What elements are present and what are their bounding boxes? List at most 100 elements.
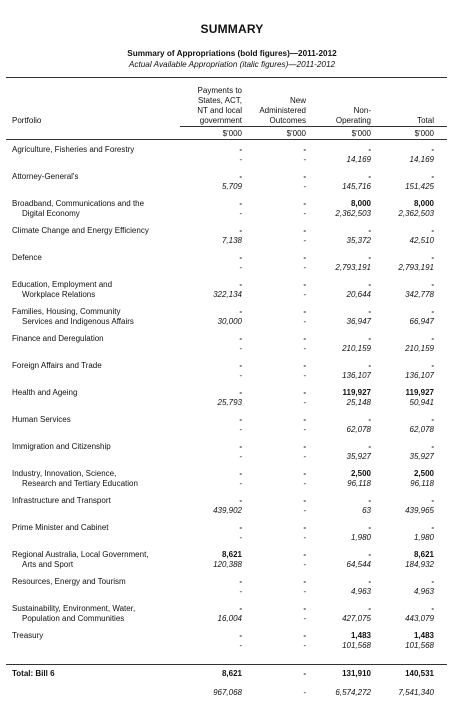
value-cell: -- <box>248 226 306 246</box>
table-row: Climate Change and Energy Efficiency -7,1… <box>0 226 464 253</box>
value-cell: 119,927 50,941 <box>378 388 434 408</box>
value-cell: -36,947 <box>305 307 371 327</box>
bold-value: 8,000 <box>350 199 371 208</box>
bold-value: - <box>303 496 306 505</box>
italic-value: - <box>303 263 306 272</box>
bold-value: - <box>431 361 434 370</box>
italic-value: 14,169 <box>409 155 434 164</box>
italic-value: 63 <box>362 506 371 515</box>
portfolio-name: Treasury <box>12 631 44 640</box>
value-cell: 8,000 2,362,503 <box>305 199 371 219</box>
bold-value: 2,500 <box>413 469 434 478</box>
bold-value: - <box>431 334 434 343</box>
value-cell: -- <box>248 253 306 273</box>
header-new-administered-line: Outcomes <box>269 116 306 125</box>
value-cell: -14,169 <box>378 145 434 165</box>
value-cell: -- <box>180 469 242 489</box>
value-cell: -1,980 <box>305 523 371 543</box>
italic-value: - <box>239 587 242 596</box>
bold-value: - <box>368 442 371 451</box>
italic-value: - <box>303 425 306 434</box>
value-cell: -322,134 <box>180 280 242 300</box>
total-c4: 140,531 <box>378 669 434 679</box>
italic-value: - <box>303 344 306 353</box>
bold-value: - <box>368 334 371 343</box>
table-row: Finance and Deregulation - - - - -210,159-210… <box>0 334 464 361</box>
bold-value: - <box>368 226 371 235</box>
bold-value: - <box>239 523 242 532</box>
italic-value: - <box>239 479 242 488</box>
bold-value: - <box>368 604 371 613</box>
bold-value: - <box>239 226 242 235</box>
value-cell: -210,159 <box>305 334 371 354</box>
portfolio-name-cont: Digital Economy <box>22 209 80 218</box>
bold-value: - <box>303 280 306 289</box>
bold-value: - <box>368 415 371 424</box>
bold-value: - <box>239 442 242 451</box>
bold-value: - <box>431 226 434 235</box>
value-cell: -35,927 <box>305 442 371 462</box>
italic-value: 50,941 <box>409 398 434 407</box>
bold-value: - <box>368 307 371 316</box>
table-row: Health and Ageing -25,793- -119,927 25,148 1… <box>0 388 464 415</box>
bold-value: - <box>303 172 306 181</box>
table-row: Prime Minister and Cabinet - - - - -1,980-1,9… <box>0 523 464 550</box>
italic-value: 4,963 <box>350 587 371 596</box>
italic-value: 2,793,191 <box>398 263 434 272</box>
value-cell: -- <box>248 604 306 624</box>
bold-value: - <box>303 361 306 370</box>
value-cell: -4,963 <box>378 577 434 597</box>
portfolio-name: Resources, Energy and Tourism <box>12 577 126 586</box>
value-cell: 2,500 96,118 <box>378 469 434 489</box>
value-cell: 1,483 101,568 <box>378 631 434 651</box>
table-row: Regional Australia, Local Government, Art… <box>0 550 464 577</box>
italic-value: 439,902 <box>213 506 242 515</box>
total-italic-c3: 6,574,272 <box>335 688 371 697</box>
table-row: Sustainability, Environment, Water, Popul… <box>0 604 464 631</box>
table-row: Industry, Innovation, Science, Research a… <box>0 469 464 496</box>
value-cell: -- <box>248 442 306 462</box>
italic-value: 136,107 <box>342 371 371 380</box>
bold-value: - <box>239 334 242 343</box>
italic-value: - <box>239 425 242 434</box>
portfolio-label: Treasury <box>12 631 43 641</box>
header-new-administered: New Administered Outcomes <box>238 96 306 126</box>
italic-value: - <box>303 182 306 191</box>
portfolio-name: Defence <box>12 253 42 262</box>
portfolio-name: Human Services <box>12 415 71 424</box>
value-cell: 2,500 96,118 <box>305 469 371 489</box>
portfolio-label: Finance and Deregulation <box>12 334 104 344</box>
bold-value: - <box>368 280 371 289</box>
table-row: Treasury - - - -1,483 101,568 1,483 101,568 <box>0 631 464 658</box>
value-cell: -20,644 <box>305 280 371 300</box>
header-non-operating: Non- Operating <box>305 106 371 126</box>
bold-value: - <box>303 577 306 586</box>
italic-value: - <box>303 533 306 542</box>
italic-value: - <box>239 263 242 272</box>
value-cell: 119,927 25,148 <box>305 388 371 408</box>
italic-value: 96,118 <box>347 479 371 488</box>
bold-value: - <box>303 226 306 235</box>
subtitle-italic: Actual Available Appropriation (italic f… <box>128 60 336 69</box>
value-cell: -- <box>180 145 242 165</box>
bold-value: - <box>239 145 242 154</box>
italic-value: 427,075 <box>342 614 371 623</box>
value-cell: -62,078 <box>378 415 434 435</box>
italic-value: 342,778 <box>405 290 434 299</box>
value-cell: -- <box>248 361 306 381</box>
bold-value: - <box>303 415 306 424</box>
italic-value: 64,544 <box>346 560 371 569</box>
value-cell: -- <box>248 172 306 192</box>
italic-value: 7,138 <box>221 236 242 245</box>
italic-value: 16,004 <box>217 614 242 623</box>
bold-value: - <box>303 253 306 262</box>
italic-value: - <box>303 371 306 380</box>
italic-value: - <box>239 209 242 218</box>
value-cell: -- <box>248 199 306 219</box>
bold-value: - <box>239 469 242 478</box>
value-cell: -- <box>248 523 306 543</box>
bold-value: - <box>431 280 434 289</box>
bold-value: - <box>368 577 371 586</box>
table-row: Defence - - - - -2,793,191-2,793,191 <box>0 253 464 280</box>
value-cell: -- <box>248 496 306 516</box>
